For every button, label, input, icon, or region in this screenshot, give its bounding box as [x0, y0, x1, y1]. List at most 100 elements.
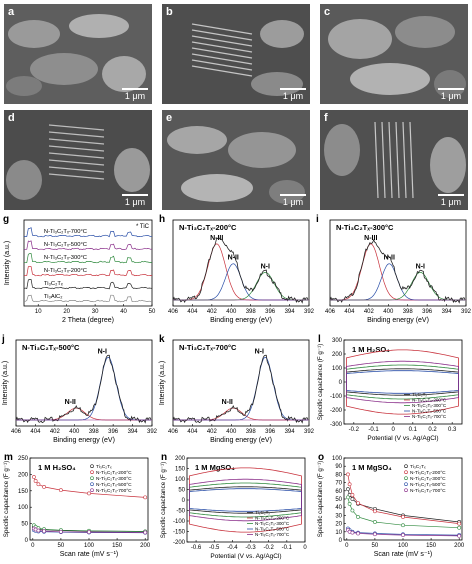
x-tick-label: 404 — [187, 309, 198, 315]
y-tick-label: 70 — [335, 481, 342, 487]
x-tick-label: 0.2 — [428, 427, 437, 433]
legend-label: N-Ti₃C₂Tₓ-500°C — [412, 409, 447, 414]
legend-label: N-Ti₃C₂Tₓ-300°C — [412, 403, 447, 408]
xrd-series-line — [23, 265, 153, 277]
sem-texture — [4, 110, 152, 210]
rate-data-point — [457, 525, 462, 530]
chart-h-xps: 406 404 402 400 398 396 394 392 Binding energy (… — [157, 214, 315, 329]
y-tick-label: 200 — [175, 456, 186, 462]
rate-data-point — [143, 495, 148, 500]
sem-texture — [4, 4, 152, 104]
chart-n-cv: -0.6 -0.5 -0.4 -0.3 -0.2 -0.1 0 -200 -150 -100 -50… — [157, 452, 314, 564]
y-tick-label: 0 — [339, 380, 343, 386]
rate-data-point — [347, 482, 352, 487]
y-tick-label: 30 — [335, 513, 342, 519]
chart-annotation: 1 M H₂SO₄ — [352, 345, 390, 354]
cv-loop — [346, 368, 459, 396]
scale-bar-a: 1 μm — [122, 88, 148, 101]
x-tick-label: 396 — [265, 309, 276, 315]
legend-label: N-Ti₃C₂Tₓ-200°C — [410, 470, 446, 476]
legend-label: N-Ti₃C₂Tₓ-300°C — [96, 476, 132, 482]
x-tick-label: 392 — [147, 429, 158, 435]
xps-fit-peak — [330, 271, 465, 301]
cv-loop — [346, 360, 459, 404]
panel-label-m: m — [4, 452, 13, 463]
x-tick-label: -0.1 — [282, 545, 293, 551]
rate-data-point — [42, 484, 46, 489]
y-tick-label: 80 — [335, 472, 342, 478]
x-tick-label: 0.1 — [409, 427, 418, 433]
y-tick-label: 0 — [25, 538, 29, 544]
y-tick-label: -200 — [173, 540, 186, 546]
panel-label-n: n — [161, 452, 167, 463]
x-tick-label: 400 — [226, 429, 237, 435]
x-tick-label: 200 — [140, 543, 151, 549]
rate-series-line — [347, 497, 460, 529]
y-tick-label: 100 — [175, 477, 186, 483]
y-axis-label: Intensity (a.u.) — [2, 361, 9, 405]
x-tick-label: 394 — [285, 309, 296, 315]
panel-label-h: h — [159, 214, 165, 225]
x-tick-label: 406 — [325, 309, 336, 315]
y-tick-label: 150 — [175, 467, 186, 473]
chart-i-xps: 406 404 402 400 398 396 394 392 Binding energy (… — [314, 214, 472, 329]
chart-annotation: 1 M MgSO₄ — [195, 463, 235, 472]
x-tick-label: 50 — [149, 309, 156, 315]
y-tick-label: 50 — [335, 497, 342, 503]
rate-data-point — [373, 520, 377, 524]
peak-label: N-I — [416, 263, 425, 270]
legend-label: N-Ti₃C₂Tₓ-200°C — [255, 516, 290, 521]
legend-label: Ti₃C₂Tₓ — [410, 464, 426, 470]
rate-data-point — [401, 523, 405, 528]
x-tick-label: 392 — [304, 309, 315, 315]
x-tick-label: 398 — [246, 309, 257, 315]
legend-label: N-Ti₃C₂Tₓ-500°C — [96, 482, 132, 488]
rate-data-point — [42, 529, 46, 534]
legend-label: N-Ti₃C₂Tₓ-700°C — [255, 532, 290, 537]
y-tick-label: -50 — [176, 509, 185, 515]
rate-data-point — [346, 495, 350, 500]
chart-annotation: 1 M MgSO₄ — [352, 463, 392, 472]
cv-loop — [346, 349, 459, 415]
y-axis-label: Intensity (a.u.) — [4, 241, 11, 285]
x-axis-label: Binding energy (eV) — [210, 437, 272, 444]
rate-data-point — [401, 533, 405, 537]
panel-label-i: i — [316, 214, 319, 225]
x-tick-label: -0.1 — [368, 427, 379, 433]
y-tick-label: -200 — [330, 408, 343, 414]
y-tick-label: 200 — [18, 472, 29, 478]
x-tick-label: 394 — [128, 429, 139, 435]
xps-fit-peak — [330, 243, 465, 301]
x-tick-label: 396 — [108, 429, 119, 435]
y-tick-label: 50 — [178, 488, 185, 494]
legend-swatch — [404, 488, 408, 493]
y-tick-label: 90 — [335, 464, 342, 470]
rate-data-point — [36, 482, 41, 487]
x-tick-label: 398 — [89, 429, 100, 435]
legend-swatch — [90, 464, 94, 468]
xrd-series-label: N-Ti₃C₂Tₓ-700°C — [44, 229, 87, 235]
x-tick-label: 404 — [187, 429, 198, 435]
x-tick-label: 402 — [50, 429, 61, 435]
scale-bar-f: 1 μm — [438, 194, 464, 207]
rate-data-point — [59, 488, 63, 493]
peak-label: N-III — [364, 235, 377, 242]
xrd-series-label: N-Ti₃C₂Tₓ-200°C — [44, 268, 87, 274]
x-tick-label: 50 — [372, 543, 379, 549]
x-tick-label: 394 — [285, 429, 296, 435]
sem-texture — [320, 110, 468, 210]
x-tick-label: 394 — [442, 309, 453, 315]
x-tick-label: 0.3 — [448, 427, 457, 433]
x-tick-label: 0 — [303, 545, 307, 551]
y-axis-label: Intensity (a.u.) — [159, 361, 166, 405]
legend-label: N-Ti₃C₂Tₓ-700°C — [96, 488, 132, 494]
x-tick-label: 398 — [246, 429, 257, 435]
xrd-series-label: N-Ti₃C₂Tₓ-500°C — [44, 242, 87, 248]
x-tick-label: 406 — [168, 429, 179, 435]
plot-frame — [172, 219, 310, 307]
y-tick-label: 200 — [332, 352, 343, 358]
chart-m-svg: 0 50 100 150 200 0 50 100 150 200 250 Scan rate (mV… — [3, 452, 151, 558]
chart-k-xps: 406 404 402 400 398 396 394 392 Binding energy (… — [157, 334, 315, 449]
xrd-series-line — [23, 240, 153, 251]
x-tick-label: 150 — [112, 543, 123, 549]
